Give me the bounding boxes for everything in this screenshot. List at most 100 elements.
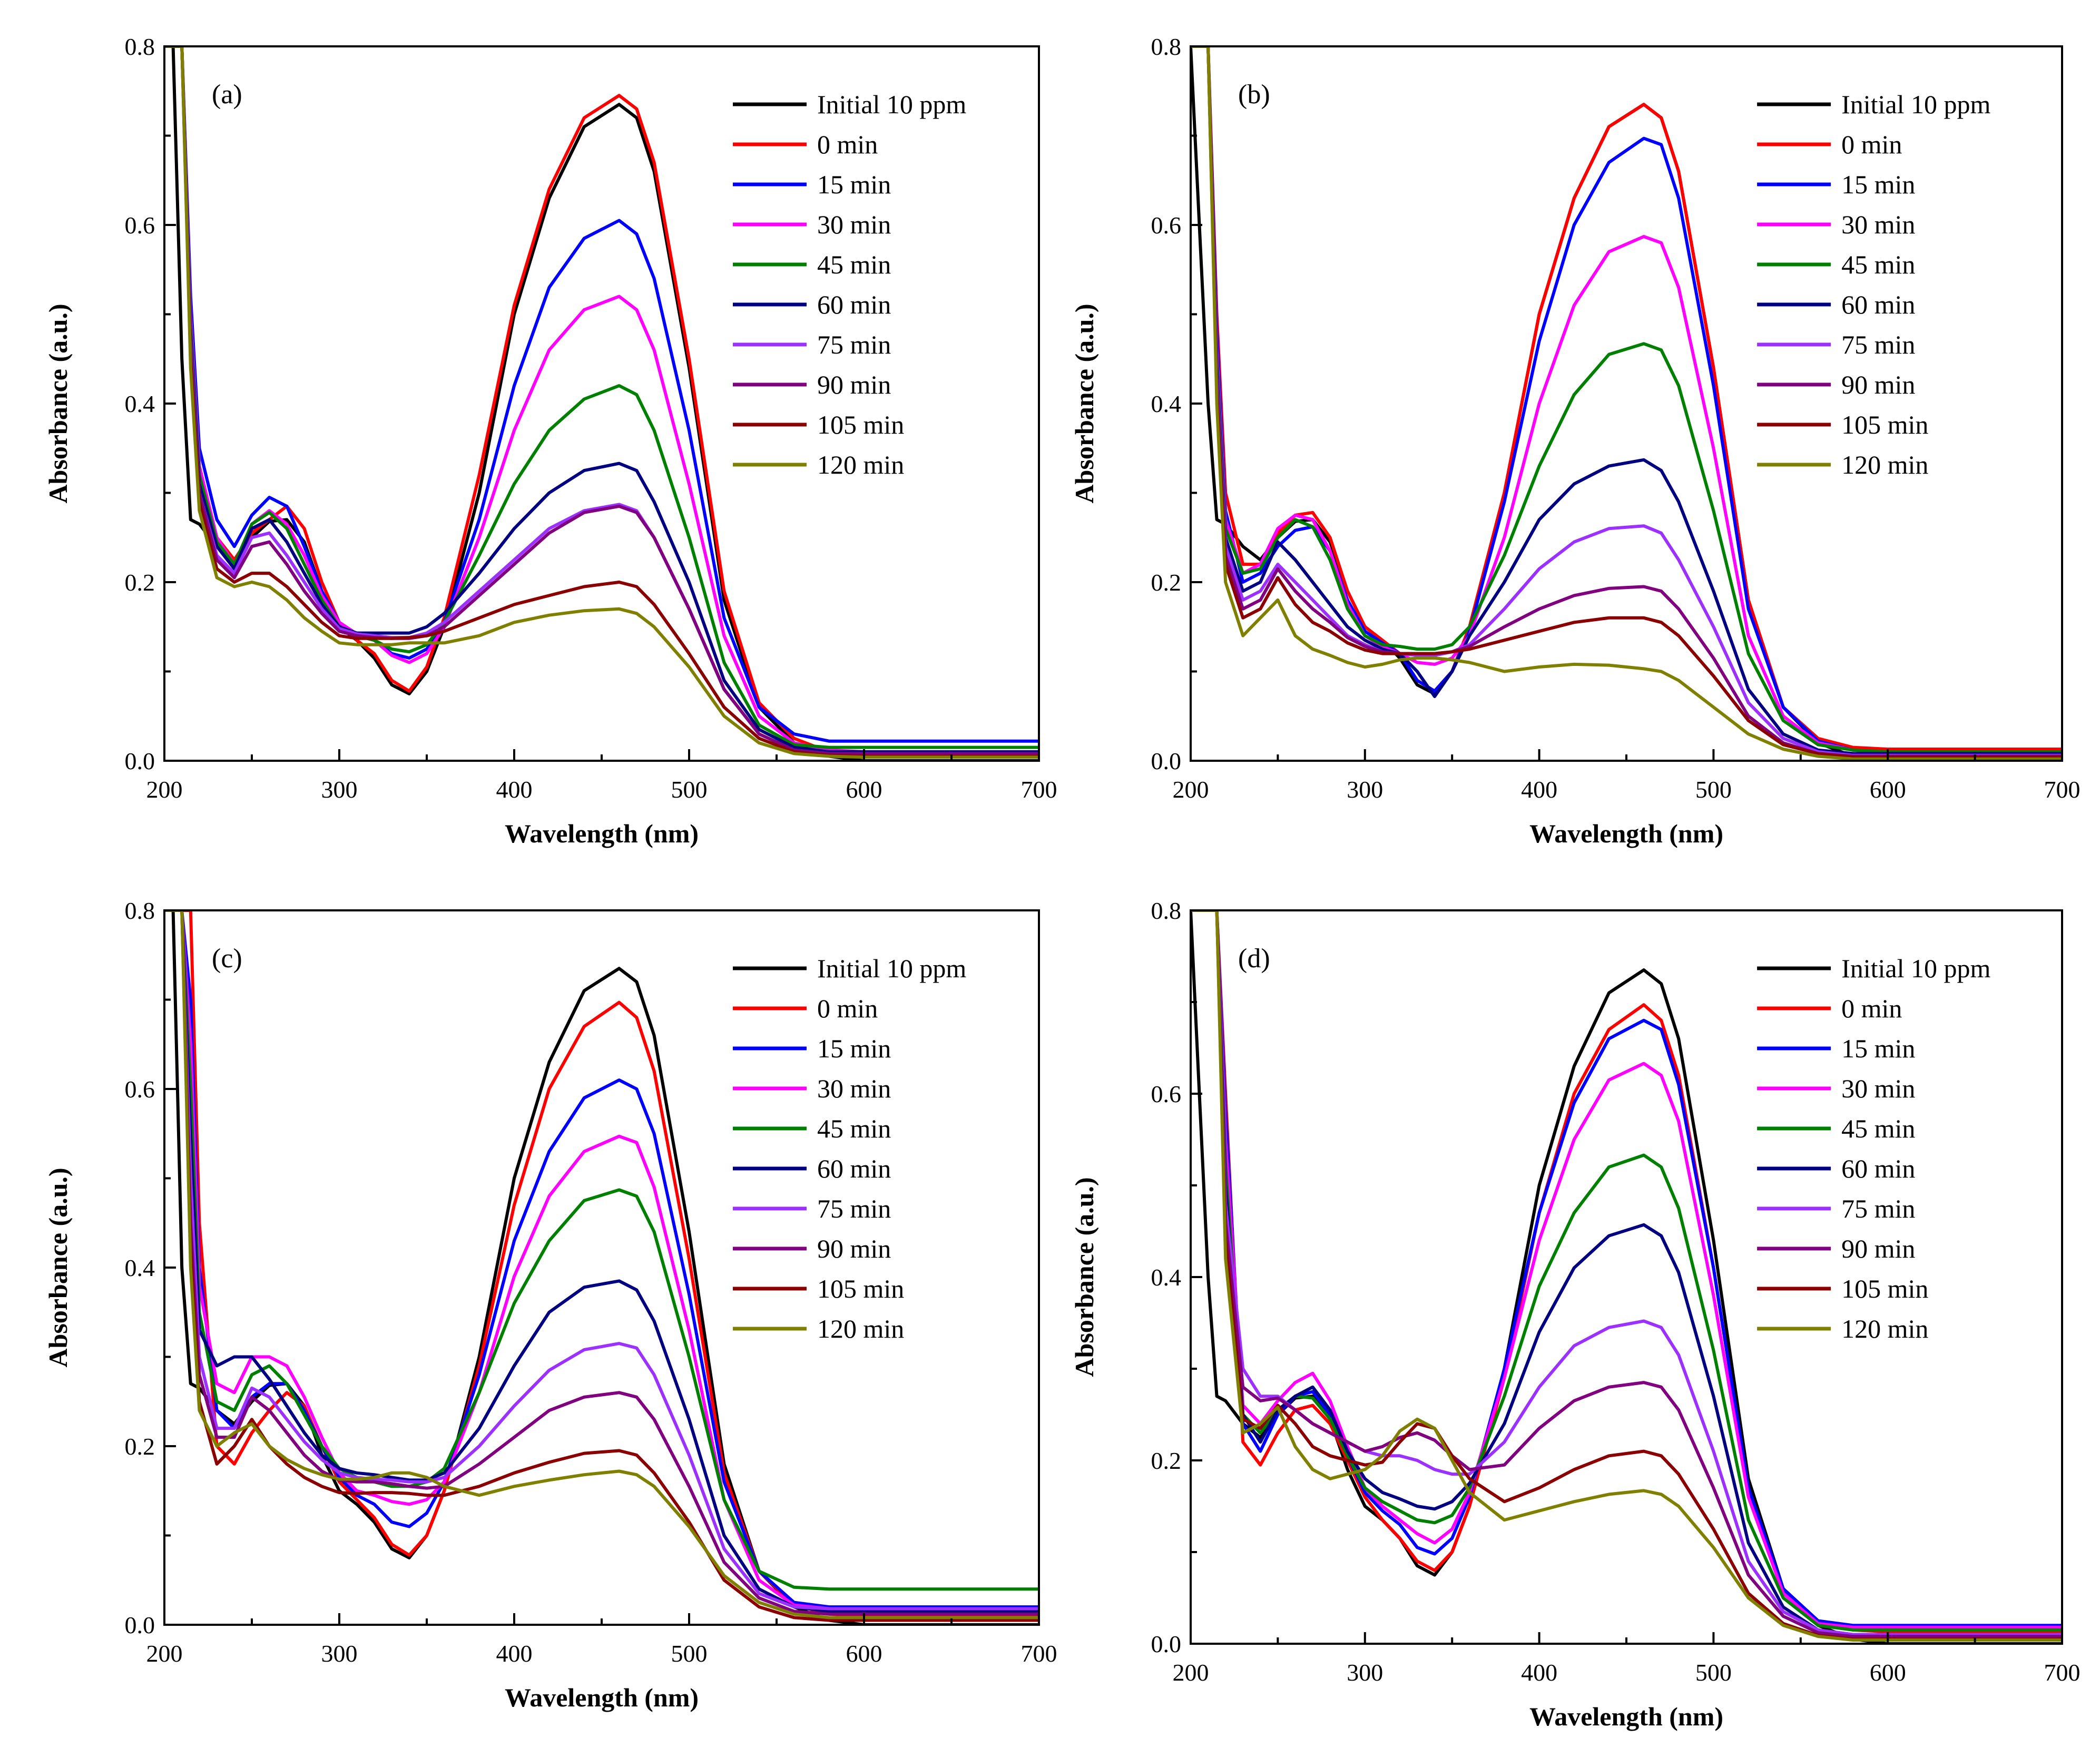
- legend-label: 75 min: [817, 1194, 891, 1223]
- legend-label: 30 min: [1841, 210, 1915, 239]
- y-tick-label: 0.4: [1151, 1264, 1182, 1291]
- legend-label: 60 min: [817, 1154, 891, 1183]
- legend-label: 105 min: [817, 410, 904, 439]
- legend-label: 30 min: [817, 210, 891, 239]
- legend-label: 90 min: [1841, 1234, 1915, 1263]
- legend-label: 0 min: [1841, 994, 1902, 1023]
- series-line-6: [164, 910, 1039, 1613]
- series-line-7: [1191, 46, 2062, 757]
- legend-label: 75 min: [1841, 1194, 1915, 1223]
- series-line-6: [164, 46, 1039, 753]
- legend-label: 15 min: [817, 170, 891, 199]
- series-lines: [164, 910, 1039, 1625]
- y-tick-label: 0.6: [125, 212, 155, 239]
- x-tick-label: 700: [1021, 776, 1057, 803]
- series-line-9: [164, 46, 1039, 758]
- series-line-3: [164, 46, 1039, 743]
- y-tick-label: 0.2: [1151, 569, 1182, 596]
- x-axis-title: Wavelength (nm): [1529, 819, 1723, 848]
- x-axis-title: Wavelength (nm): [1529, 1702, 1723, 1731]
- series-line-1: [1191, 910, 2062, 1644]
- series-line-6: [1191, 46, 2062, 755]
- legend-label: 75 min: [1841, 330, 1915, 359]
- legend-label: 45 min: [1841, 250, 1915, 279]
- chart-panel-4: 200 300 400 500 600 700 0.0 0.2 0.4 0.6 0.8 Wavelen…: [1069, 897, 2081, 1731]
- x-tick-label: 600: [846, 1640, 882, 1667]
- series-lines: [1191, 910, 2062, 1644]
- legend-label: 90 min: [1841, 370, 1915, 399]
- series-line-5: [1191, 46, 2062, 753]
- series-line-4: [164, 46, 1039, 753]
- y-tick-label: 0.2: [125, 569, 155, 596]
- legend: Initial 10 ppm 0 min 15 min 30 min 45 min 60 …: [1757, 90, 1991, 479]
- legend-label: 120 min: [817, 450, 904, 479]
- y-tick-label: 0.6: [1151, 212, 1182, 239]
- y-tick-label: 0.6: [125, 1076, 155, 1103]
- x-axis-title: Wavelength (nm): [505, 1683, 699, 1712]
- series-line-3: [1191, 46, 2062, 753]
- series-line-10: [1191, 46, 2062, 761]
- legend-label: 15 min: [1841, 170, 1915, 199]
- y-tick-label: 0.4: [1151, 390, 1182, 417]
- legend-label: 15 min: [1841, 1034, 1915, 1063]
- series-line-8: [1191, 46, 2062, 758]
- series-line-9: [1191, 46, 2062, 759]
- legend-label: Initial 10 ppm: [1841, 90, 1990, 119]
- x-tick-label: 300: [321, 1640, 358, 1667]
- x-tick-label: 600: [1870, 776, 1906, 803]
- x-tick-label: 500: [671, 1640, 708, 1667]
- x-tick-label: 700: [2044, 1659, 2081, 1686]
- series-line-5: [164, 46, 1039, 749]
- y-axis-title: Absorbance (a.u.): [43, 303, 73, 503]
- y-axis-title: Absorbance (a.u.): [1069, 303, 1099, 503]
- series-line-7: [164, 46, 1039, 755]
- series-line-8: [164, 46, 1039, 755]
- y-tick-label: 0.8: [1151, 33, 1182, 60]
- legend-label: 90 min: [817, 370, 891, 399]
- series-lines: [1191, 46, 2062, 761]
- series-line-1: [164, 46, 1039, 761]
- x-tick-label: 500: [1695, 1659, 1732, 1686]
- x-tick-label: 600: [1870, 1659, 1906, 1686]
- series-line-9: [1191, 910, 2062, 1641]
- x-tick-label: 700: [1021, 1640, 1057, 1667]
- series-lines: [164, 46, 1039, 761]
- legend-label: 105 min: [1841, 410, 1928, 439]
- x-tick-label: 700: [2044, 776, 2081, 803]
- legend-label: 45 min: [817, 250, 891, 279]
- legend-label: 105 min: [817, 1274, 904, 1303]
- legend-label: 120 min: [1841, 1314, 1928, 1343]
- chart-panel-3: 200 300 400 500 600 700 0.0 0.2 0.4 0.6 0.8 Wavelen…: [43, 897, 1057, 1712]
- series-line-8: [164, 910, 1039, 1616]
- series-line-4: [1191, 910, 2062, 1629]
- series-line-3: [1191, 910, 2062, 1627]
- y-tick-label: 0.0: [125, 748, 155, 774]
- x-tick-label: 300: [1347, 1659, 1383, 1686]
- legend-label: 90 min: [817, 1234, 891, 1263]
- panel-label: (d): [1238, 944, 1270, 974]
- plot-frame: [1190, 909, 2063, 1645]
- x-tick-label: 200: [1173, 1659, 1209, 1686]
- y-tick-label: 0.6: [1151, 1081, 1182, 1107]
- legend-label: 45 min: [1841, 1114, 1915, 1143]
- legend: Initial 10 ppm 0 min 15 min 30 min 45 min 60 …: [733, 90, 966, 479]
- x-tick-label: 200: [146, 776, 183, 803]
- legend: Initial 10 ppm 0 min 15 min 30 min 45 min 60 …: [733, 954, 966, 1343]
- y-axis-title: Absorbance (a.u.): [43, 1167, 73, 1367]
- plot-frame: [163, 909, 1040, 1626]
- y-axis-title: Absorbance (a.u.): [1069, 1177, 1099, 1377]
- y-tick-label: 0.4: [125, 390, 155, 417]
- legend-label: 30 min: [817, 1074, 891, 1103]
- series-line-2: [164, 910, 1039, 1618]
- plot-frame: [163, 45, 1040, 762]
- legend-label: 75 min: [817, 330, 891, 359]
- legend-label: 105 min: [1841, 1274, 1928, 1303]
- series-line-1: [164, 910, 1039, 1625]
- y-tick-label: 0.2: [125, 1433, 155, 1460]
- legend-label: 0 min: [817, 130, 878, 159]
- x-axis-title: Wavelength (nm): [505, 819, 699, 848]
- x-tick-label: 400: [1521, 776, 1557, 803]
- y-tick-label: 0.8: [1151, 897, 1182, 924]
- legend-label: 120 min: [817, 1314, 904, 1343]
- x-tick-label: 200: [1173, 776, 1209, 803]
